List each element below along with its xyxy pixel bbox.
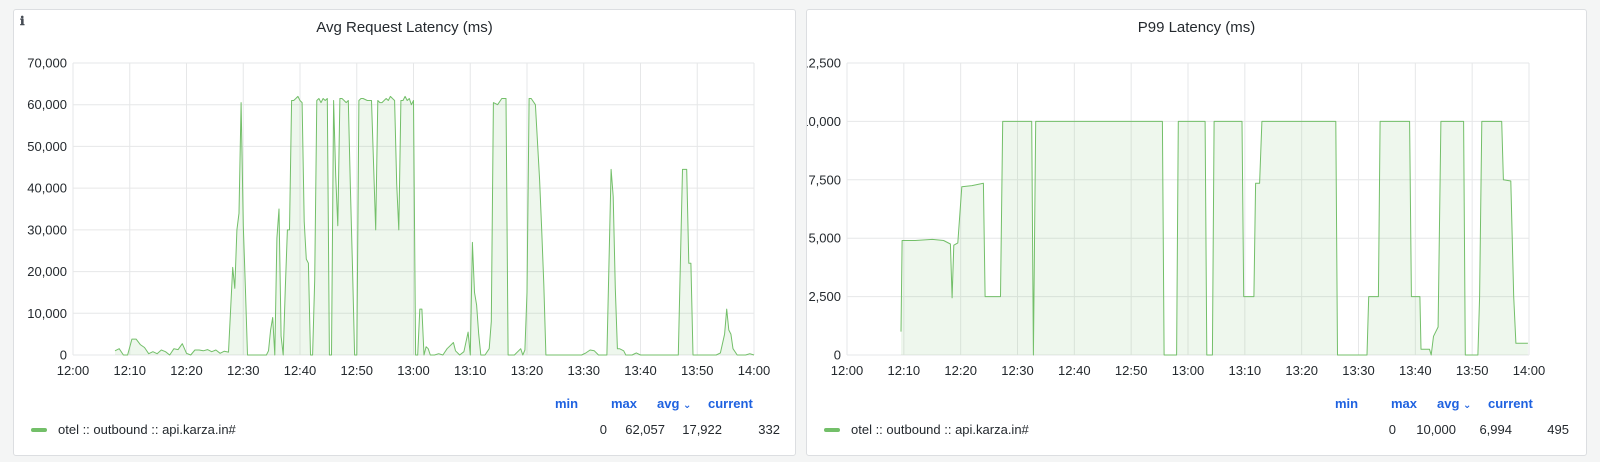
y-tick-label: 70,000 (27, 56, 67, 71)
avg-latency-panel[interactable]: ℹ Avg Request Latency (ms) 0 10,000 20,000… (13, 9, 796, 456)
x-tick-label: 12:50 (1115, 363, 1148, 378)
legend-row[interactable]: otel :: outbound :: api.karza.in# 0 62,0… (14, 421, 795, 441)
legend-header-current[interactable]: current (708, 396, 753, 411)
y-tick-label: 2,500 (808, 289, 841, 304)
x-tick-label: 12:30 (227, 363, 260, 378)
info-icon[interactable]: ℹ (20, 14, 25, 28)
series-area-fill (115, 96, 754, 356)
x-tick-label: 13:10 (1229, 363, 1262, 378)
series-color-swatch[interactable] (824, 428, 840, 432)
x-tick-label: 13:50 (681, 363, 714, 378)
legend-avg-value: 17,922 (682, 422, 722, 437)
y-tick-label: 12,500 (807, 56, 841, 71)
p99-latency-panel[interactable]: P99 Latency (ms) 0 2,500 5,000 7,500 10,000 1… (806, 9, 1587, 456)
chevron-down-icon: ⌄ (1463, 400, 1472, 411)
x-tick-label: 12:10 (888, 363, 921, 378)
panel-title: P99 Latency (ms) (1137, 19, 1256, 36)
legend-max-value: 62,057 (625, 422, 665, 437)
legend-series-name[interactable]: otel :: outbound :: api.karza.in# (851, 422, 1029, 437)
x-tick-label: 14:00 (738, 363, 771, 378)
y-tick-label: 0 (60, 348, 67, 363)
legend-min-value: 0 (599, 422, 607, 437)
x-tick-label: 12:00 (57, 363, 90, 378)
x-tick-label: 12:10 (113, 363, 146, 378)
x-tick-label: 12:40 (1058, 363, 1091, 378)
y-tick-label: 60,000 (27, 97, 67, 112)
p99-latency-chart[interactable]: 0 2,500 5,000 7,500 10,000 12,500 12:00 12:10 12… (807, 10, 1588, 390)
x-tick-label: 12:40 (284, 363, 317, 378)
x-tick-label: 13:20 (511, 363, 544, 378)
legend-current-value: 495 (1547, 422, 1569, 437)
y-tick-label: 50,000 (27, 139, 67, 154)
x-tick-label: 13:00 (397, 363, 430, 378)
legend-row[interactable]: otel :: outbound :: api.karza.in# 0 10,0… (807, 421, 1586, 441)
legend-header-avg[interactable]: avg ⌄ (657, 396, 692, 411)
y-tick-label: 10,000 (27, 306, 67, 321)
y-tick-label: 40,000 (27, 181, 67, 196)
legend-header-min[interactable]: min (555, 396, 579, 411)
x-tick-label: 14:00 (1513, 363, 1546, 378)
y-tick-label: 7,500 (808, 172, 841, 187)
x-tick-label: 13:50 (1456, 363, 1489, 378)
chevron-down-icon: ⌄ (683, 400, 692, 411)
x-tick-label: 13:20 (1285, 363, 1318, 378)
legend-header-avg[interactable]: avg ⌄ (1437, 396, 1472, 411)
y-tick-label: 0 (834, 348, 841, 363)
x-tick-label: 13:30 (1342, 363, 1375, 378)
x-tick-label: 12:30 (1001, 363, 1034, 378)
y-tick-label: 30,000 (27, 222, 67, 237)
x-tick-label: 13:40 (624, 363, 657, 378)
x-tick-label: 12:20 (170, 363, 203, 378)
legend-header-min[interactable]: min (1335, 396, 1359, 411)
x-tick-label: 13:40 (1399, 363, 1432, 378)
legend-max-value: 10,000 (1416, 422, 1456, 437)
legend-header-max[interactable]: max (611, 396, 638, 411)
x-tick-label: 13:30 (567, 363, 600, 378)
x-tick-label: 13:00 (1172, 363, 1205, 378)
legend-header-max[interactable]: max (1391, 396, 1418, 411)
avg-latency-chart[interactable]: 0 10,000 20,000 30,000 40,000 50,000 60,000 70,… (14, 10, 797, 390)
x-tick-label: 12:20 (944, 363, 977, 378)
y-tick-label: 5,000 (808, 231, 841, 246)
legend-current-value: 332 (758, 422, 780, 437)
y-tick-label: 20,000 (27, 264, 67, 279)
series-color-swatch[interactable] (31, 428, 47, 432)
series-line (900, 120, 1528, 356)
legend-series-name[interactable]: otel :: outbound :: api.karza.in# (58, 422, 236, 437)
x-tick-label: 12:50 (340, 363, 373, 378)
x-tick-label: 12:00 (831, 363, 864, 378)
legend-avg-value: 6,994 (1479, 422, 1512, 437)
series-line (114, 95, 755, 356)
legend-header-current[interactable]: current (1488, 396, 1533, 411)
y-tick-label: 10,000 (807, 114, 841, 129)
x-tick-label: 13:10 (454, 363, 487, 378)
legend-min-value: 0 (1388, 422, 1396, 437)
panel-title: Avg Request Latency (ms) (316, 19, 493, 36)
